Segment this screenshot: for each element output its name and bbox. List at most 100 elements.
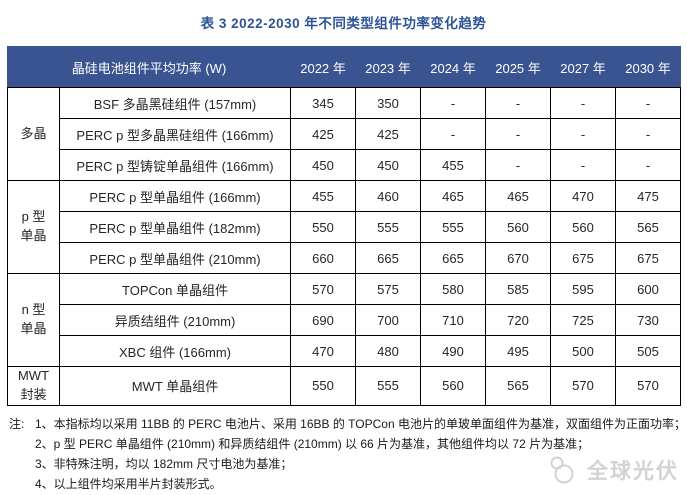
value-cell: 490 [420, 335, 487, 367]
table-header-label: 晶硅电池组件平均功率 (W) [6, 46, 292, 88]
table-row: PERC p 型多晶黑硅组件 (166mm) 425 425 - - - - [8, 118, 682, 150]
value-cell: 675 [550, 242, 617, 274]
value-cell: 425 [290, 118, 357, 150]
table-row: PERC p 型铸锭单晶组件 (166mm) 450 450 455 - - - [8, 149, 682, 181]
value-cell: 560 [485, 211, 552, 243]
module-name: PERC p 型单晶组件 (210mm) [58, 242, 292, 274]
value-cell: - [550, 149, 617, 181]
value-cell: 565 [615, 211, 682, 243]
value-cell: 455 [290, 180, 357, 212]
module-name: PERC p 型多晶黑硅组件 (166mm) [58, 118, 292, 150]
value-cell: 570 [290, 273, 357, 305]
table-row: p 型 单晶 PERC p 型单晶组件 (166mm) 455 460 465 … [7, 180, 682, 274]
footnotes: 注: 1、本指标均以采用 11BB 的 PERC 电池片、采用 16BB 的 T… [9, 414, 686, 494]
footnote-3: 3、非特殊注明，均以 182mm 尺寸电池为基准； [35, 456, 293, 471]
value-cell: 345 [290, 87, 357, 119]
value-cell: 470 [550, 180, 617, 212]
row-group-mwt: MWT 封装 [7, 366, 60, 406]
value-cell: 465 [485, 180, 552, 212]
value-cell: - [420, 118, 487, 150]
value-cell: 720 [485, 304, 552, 336]
value-cell: 710 [420, 304, 487, 336]
table-header-year-2025: 2025 年 [485, 46, 552, 88]
row-group-multi: 多晶 [7, 87, 60, 181]
footnote-2: 2、p 型 PERC 单晶组件 (210mm) 和异质结组件 (210mm) 以… [35, 436, 590, 451]
table-row: 多晶 BSF 多晶黑硅组件 (157mm) 345 350 - - - - [7, 87, 682, 181]
value-cell: 730 [615, 304, 682, 336]
table-header-row: 晶硅电池组件平均功率 (W) 2022 年 2023 年 2024 年 2025… [6, 46, 682, 88]
value-cell: 465 [420, 180, 487, 212]
module-power-trend-table: 晶硅电池组件平均功率 (W) 2022 年 2023 年 2024 年 2025… [6, 46, 682, 406]
table-header-year-2023: 2023 年 [355, 46, 422, 88]
table-row: 异质结组件 (210mm) 690 700 710 720 725 730 [8, 304, 682, 336]
value-cell: 660 [290, 242, 357, 274]
value-cell: 585 [485, 273, 552, 305]
value-cell: - [420, 87, 487, 119]
value-cell: - [485, 149, 552, 181]
value-cell: 455 [420, 149, 487, 181]
value-cell: 460 [355, 180, 422, 212]
footnotes-prefix: 注: [9, 416, 25, 431]
footnote-4: 4、以上组件均采用半片封装形式。 [35, 476, 222, 491]
table-header-year-2022: 2022 年 [290, 46, 357, 88]
value-cell: 675 [615, 242, 682, 274]
value-cell: 670 [485, 242, 552, 274]
table-row: PERC p 型单晶组件 (182mm) 550 555 555 560 560… [8, 211, 682, 243]
value-cell: 580 [420, 273, 487, 305]
value-cell: 570 [550, 366, 617, 406]
watermark: 全球光伏 [546, 455, 679, 485]
footnote-1: 1、本指标均以采用 11BB 的 PERC 电池片、采用 16BB 的 TOPC… [35, 416, 686, 431]
value-cell: 600 [615, 273, 682, 305]
table-header-year-2030: 2030 年 [615, 46, 682, 88]
value-cell: - [615, 118, 682, 150]
watermark-text: 全球光伏 [587, 460, 679, 483]
value-cell: 555 [420, 211, 487, 243]
globe-logo-icon [550, 456, 574, 484]
module-name: TOPCon 单晶组件 [58, 273, 292, 305]
value-cell: 450 [290, 149, 357, 181]
value-cell: - [550, 118, 617, 150]
value-cell: 495 [485, 335, 552, 367]
module-name: BSF 多晶黑硅组件 (157mm) [58, 87, 292, 119]
table-row: MWT 封装 MWT 单晶组件 550 555 560 565 570 570 [7, 366, 682, 406]
table-row: XBC 组件 (166mm) 470 480 490 495 500 505 [8, 335, 682, 367]
table-header-year-2027: 2027 年 [550, 46, 617, 88]
value-cell: 425 [355, 118, 422, 150]
value-cell: 480 [355, 335, 422, 367]
value-cell: 550 [290, 211, 357, 243]
value-cell: 555 [355, 366, 422, 406]
value-cell: 505 [615, 335, 682, 367]
value-cell: 500 [550, 335, 617, 367]
value-cell: - [485, 87, 552, 119]
module-name: PERC p 型单晶组件 (182mm) [58, 211, 292, 243]
value-cell: 725 [550, 304, 617, 336]
value-cell: 665 [420, 242, 487, 274]
table-header-year-2024: 2024 年 [420, 46, 487, 88]
value-cell: 595 [550, 273, 617, 305]
footnotes-list: 1、本指标均以采用 11BB 的 PERC 电池片、采用 16BB 的 TOPC… [35, 414, 686, 494]
value-cell: 575 [355, 273, 422, 305]
module-name: PERC p 型单晶组件 (166mm) [58, 180, 292, 212]
value-cell: 475 [615, 180, 682, 212]
value-cell: 470 [290, 335, 357, 367]
value-cell: - [550, 87, 617, 119]
value-cell: 565 [485, 366, 552, 406]
module-name: XBC 组件 (166mm) [58, 335, 292, 367]
value-cell: 665 [355, 242, 422, 274]
page-title: 表 3 2022-2030 年不同类型组件功率变化趋势 [200, 16, 487, 31]
value-cell: 450 [355, 149, 422, 181]
value-cell: - [485, 118, 552, 150]
value-cell: 700 [355, 304, 422, 336]
value-cell: 550 [290, 366, 357, 406]
value-cell: 570 [615, 366, 682, 406]
module-name: MWT 单晶组件 [58, 366, 292, 406]
row-group-p-type: p 型 单晶 [7, 180, 60, 274]
value-cell: 555 [355, 211, 422, 243]
value-cell: 560 [420, 366, 487, 406]
value-cell: 560 [550, 211, 617, 243]
value-cell: 350 [355, 87, 422, 119]
value-cell: - [615, 149, 682, 181]
value-cell: 690 [290, 304, 357, 336]
value-cell: - [615, 87, 682, 119]
row-group-n-type: n 型 单晶 [7, 273, 60, 367]
